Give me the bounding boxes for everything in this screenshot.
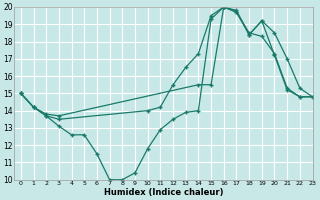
X-axis label: Humidex (Indice chaleur): Humidex (Indice chaleur): [104, 188, 223, 197]
